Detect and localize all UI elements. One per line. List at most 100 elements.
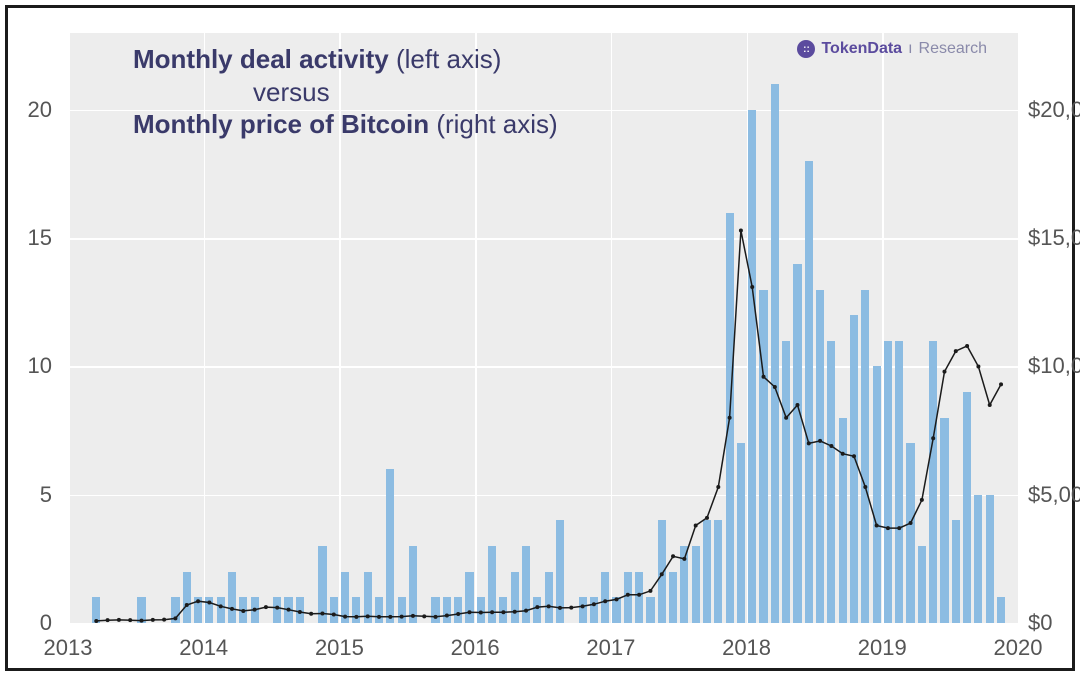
chart-title: Monthly deal activity (left axis) versus…: [133, 43, 558, 141]
title-line1-bold: Monthly deal activity: [133, 44, 389, 74]
bar: [171, 597, 179, 623]
gridline-v: [68, 33, 70, 623]
bar: [974, 495, 982, 623]
brand-icon: ::: [797, 40, 815, 58]
bar: [443, 597, 451, 623]
bar: [499, 597, 507, 623]
bar: [816, 290, 824, 623]
bar: [635, 572, 643, 623]
bar: [364, 572, 372, 623]
bar: [884, 341, 892, 623]
bar: [771, 84, 779, 623]
bar: [759, 290, 767, 623]
x-tick: 2016: [451, 635, 500, 661]
bar: [748, 110, 756, 623]
bar: [398, 597, 406, 623]
title-line2: versus: [253, 77, 330, 107]
bar: [217, 597, 225, 623]
bar: [296, 597, 304, 623]
title-line1-rest: (left axis): [389, 44, 502, 74]
bar: [918, 546, 926, 623]
x-tick: 2013: [44, 635, 93, 661]
bar: [940, 418, 948, 623]
bar: [895, 341, 903, 623]
y-left-tick: 15: [12, 225, 52, 251]
bar: [228, 572, 236, 623]
bar: [782, 341, 790, 623]
bar: [793, 264, 801, 623]
bar: [194, 597, 202, 623]
bar: [805, 161, 813, 623]
bar: [92, 597, 100, 623]
x-tick: 2014: [179, 635, 228, 661]
bar: [533, 597, 541, 623]
bar: [409, 546, 417, 623]
bar: [680, 546, 688, 623]
bar: [726, 213, 734, 623]
bar: [352, 597, 360, 623]
y-left-tick: 5: [12, 482, 52, 508]
bar: [737, 443, 745, 623]
x-tick: 2017: [586, 635, 635, 661]
y-right-tick: $0: [1028, 610, 1052, 636]
bar: [465, 572, 473, 623]
bar: [658, 520, 666, 623]
x-tick: 2015: [315, 635, 364, 661]
bar: [341, 572, 349, 623]
bar: [375, 597, 383, 623]
bar: [827, 341, 835, 623]
bar: [873, 366, 881, 623]
bar: [545, 572, 553, 623]
x-tick: 2018: [722, 635, 771, 661]
bar: [205, 597, 213, 623]
gridline-v: [1018, 33, 1020, 623]
y-right-tick: $5,000: [1028, 482, 1080, 508]
bar: [590, 597, 598, 623]
bar: [839, 418, 847, 623]
bar: [454, 597, 462, 623]
bar: [239, 597, 247, 623]
bar: [861, 290, 869, 623]
bar: [137, 597, 145, 623]
y-right-tick: $15,000: [1028, 225, 1080, 251]
brand-name: TokenData: [821, 40, 902, 58]
bar: [669, 572, 677, 623]
gridline-h: [68, 623, 1018, 625]
bar: [251, 597, 259, 623]
bar: [714, 520, 722, 623]
bar: [952, 520, 960, 623]
x-tick: 2020: [994, 635, 1043, 661]
bar: [624, 572, 632, 623]
gridline-v: [611, 33, 613, 623]
bar: [330, 597, 338, 623]
bar: [906, 443, 914, 623]
bar: [997, 597, 1005, 623]
chart-frame: Monthly deal activity (left axis) versus…: [5, 5, 1075, 671]
bar: [273, 597, 281, 623]
bar: [850, 315, 858, 623]
bar: [488, 546, 496, 623]
y-left-tick: 0: [12, 610, 52, 636]
bar: [556, 520, 564, 623]
y-right-tick: $10,000: [1028, 353, 1080, 379]
bar: [703, 520, 711, 623]
bar: [963, 392, 971, 623]
brand-badge: :: TokenData ı Research: [797, 40, 987, 58]
brand-sub: Research: [919, 40, 987, 58]
bar: [386, 469, 394, 623]
bar: [929, 341, 937, 623]
y-right-tick: $20,000: [1028, 97, 1080, 123]
bar: [477, 597, 485, 623]
title-line3-bold: Monthly price of Bitcoin: [133, 109, 429, 139]
bar: [183, 572, 191, 623]
bar: [646, 597, 654, 623]
bar: [431, 597, 439, 623]
brand-sep: ı: [908, 40, 912, 58]
title-line3-rest: (right axis): [429, 109, 558, 139]
bar: [318, 546, 326, 623]
x-tick: 2019: [858, 635, 907, 661]
bar: [692, 546, 700, 623]
bar: [284, 597, 292, 623]
bar: [612, 597, 620, 623]
bar: [601, 572, 609, 623]
